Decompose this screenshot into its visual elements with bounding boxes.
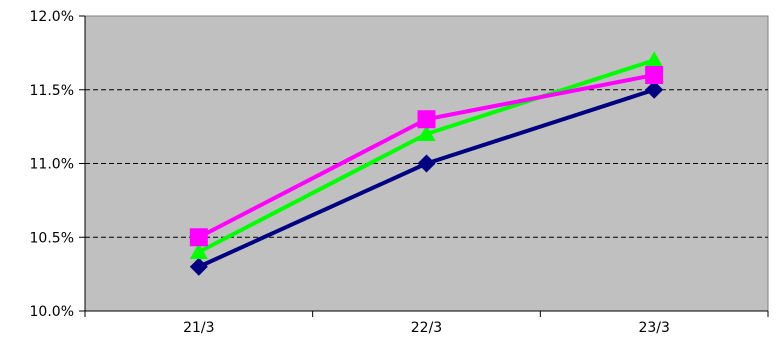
y-tick-label: 10.5% (30, 230, 74, 246)
triangle-marker (417, 125, 436, 141)
tick-labels: 10.0% 10.5% 11.0% 11.5% 12.0% 21/3 22/3 23/3 (30, 9, 670, 336)
triangle-marker (645, 51, 664, 68)
square-marker (645, 66, 664, 84)
x-tick-label: 21/3 (183, 320, 214, 336)
y-tick-label: 11.5% (30, 83, 74, 99)
series-markers (189, 51, 664, 276)
y-tick-label: 12.0% (30, 9, 74, 25)
axes (79, 15, 769, 317)
x-tick-label: 23/3 (638, 320, 669, 336)
diamond-marker (645, 80, 664, 99)
y-tick-label: 10.0% (30, 304, 74, 320)
x-tick-label: 22/3 (411, 320, 442, 336)
y-tick-label: 11.0% (30, 157, 74, 173)
diamond-marker (417, 154, 436, 173)
square-marker (417, 110, 436, 129)
triangle-marker (189, 243, 208, 259)
diamond-marker (189, 257, 208, 276)
square-marker (189, 228, 208, 247)
